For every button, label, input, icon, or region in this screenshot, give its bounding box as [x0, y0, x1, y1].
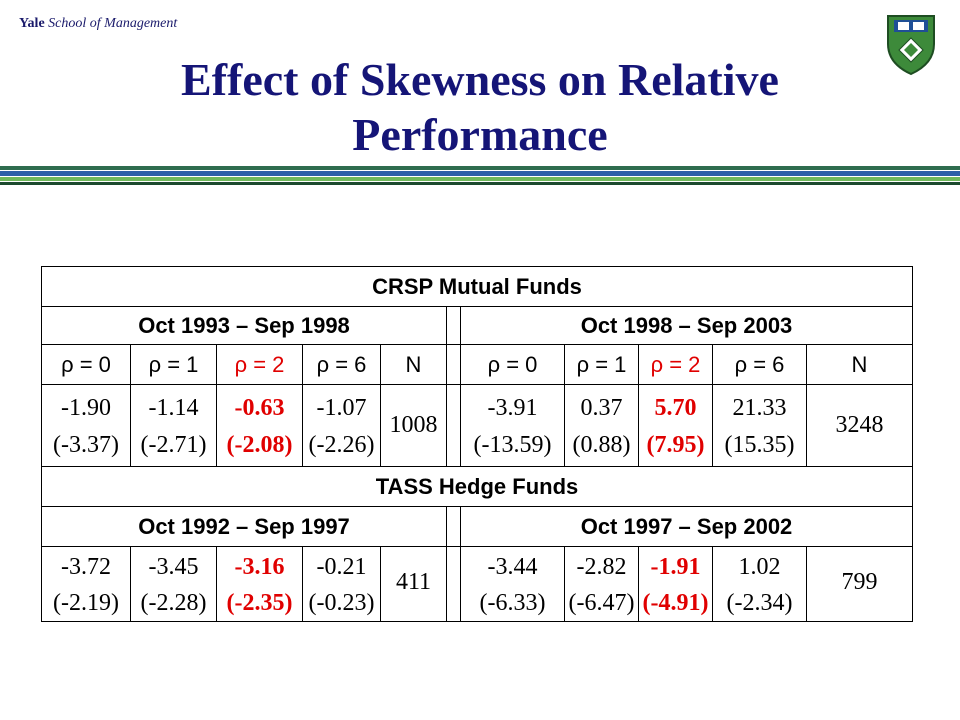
estimate-value-highlighted: -1.91	[650, 554, 701, 580]
title-divider-top	[0, 166, 960, 170]
period-label: Oct 1997 – Sep 2002	[580, 513, 793, 539]
t-statistic: (-2.34)	[726, 590, 793, 616]
t-statistic: (-0.23)	[308, 590, 375, 616]
estimate-value: -0.21	[316, 554, 367, 580]
column-header: ρ = 0	[61, 351, 111, 377]
estimate-value: 0.37	[580, 395, 623, 421]
fund-count: 3248	[835, 412, 884, 438]
row-divider	[41, 306, 913, 307]
estimate-value: -2.82	[576, 554, 627, 580]
column-header: ρ = 0	[487, 351, 538, 377]
brand-yale: Yale	[19, 16, 45, 31]
t-statistic: (-2.28)	[140, 590, 207, 616]
brand-school: School of Management	[48, 16, 178, 31]
column-divider	[564, 344, 565, 466]
column-divider	[216, 344, 217, 466]
column-header: N	[405, 351, 422, 377]
estimate-value: -1.07	[316, 395, 367, 421]
estimate-value: 1.02	[738, 554, 781, 580]
period-separator	[446, 506, 447, 622]
column-divider	[806, 344, 807, 466]
row-divider	[41, 466, 913, 467]
estimate-value: -3.44	[487, 554, 538, 580]
column-header: N	[851, 351, 868, 377]
column-divider	[130, 546, 131, 622]
column-divider	[712, 344, 713, 466]
column-divider	[130, 344, 131, 466]
section-title: CRSP Mutual Funds	[372, 273, 582, 299]
t-statistic: (-2.71)	[140, 432, 207, 458]
column-header: ρ = 2	[650, 351, 701, 377]
t-statistic-highlighted: (-2.35)	[226, 590, 293, 616]
fund-count: 411	[395, 569, 432, 595]
page-title: Effect of Skewness on Relative Performan…	[181, 54, 779, 160]
column-divider	[302, 546, 303, 622]
t-statistic: (-2.26)	[308, 432, 375, 458]
column-divider	[638, 344, 639, 466]
estimate-value: -1.14	[148, 395, 199, 421]
estimate-value: -3.91	[487, 395, 538, 421]
period-label: Oct 1993 – Sep 1998	[138, 312, 350, 338]
table-border-right	[912, 266, 913, 622]
fund-count: 799	[841, 569, 878, 595]
row-divider	[41, 546, 913, 547]
estimate-value: -3.72	[61, 554, 111, 580]
estimate-value-highlighted: -0.63	[234, 395, 285, 421]
t-statistic: (-13.59)	[473, 432, 552, 458]
t-statistic-highlighted: (-2.08)	[226, 432, 293, 458]
column-header: ρ = 1	[576, 351, 627, 377]
t-statistic-highlighted: (7.95)	[646, 432, 705, 458]
t-statistic: (-6.33)	[479, 590, 546, 616]
period-label: Oct 1992 – Sep 1997	[138, 513, 350, 539]
column-header: ρ = 6	[316, 351, 367, 377]
t-statistic: (-6.47)	[568, 590, 635, 616]
column-divider	[806, 546, 807, 622]
column-header: ρ = 2	[234, 351, 285, 377]
t-statistic-highlighted: (-4.91)	[642, 590, 709, 616]
t-statistic: (15.35)	[724, 432, 795, 458]
estimate-value: 21.33	[732, 395, 787, 421]
estimate-value: -1.90	[61, 395, 111, 421]
column-divider	[712, 546, 713, 622]
period-label: Oct 1998 – Sep 2003	[580, 312, 793, 338]
t-statistic: (0.88)	[572, 432, 631, 458]
table-border-left	[41, 266, 42, 622]
row-divider	[41, 384, 913, 385]
estimate-value: -3.45	[148, 554, 199, 580]
period-separator	[446, 306, 447, 466]
column-divider	[564, 546, 565, 622]
column-divider	[380, 344, 381, 466]
t-statistic: (-2.19)	[53, 590, 119, 616]
fund-count: 1008	[389, 412, 438, 438]
title-divider-blue	[0, 171, 960, 176]
yale-shield-icon	[887, 15, 935, 76]
column-divider	[302, 344, 303, 466]
title-divider-bottom	[0, 182, 960, 185]
period-separator	[460, 306, 461, 466]
column-header: ρ = 1	[148, 351, 199, 377]
school-brand: Yale School of Management	[19, 16, 177, 32]
estimate-value-highlighted: 5.70	[654, 395, 697, 421]
section-title: TASS Hedge Funds	[375, 473, 579, 499]
title-divider-green	[0, 177, 960, 181]
column-divider	[380, 546, 381, 622]
column-header: ρ = 6	[734, 351, 785, 377]
period-separator	[460, 506, 461, 622]
estimate-value-highlighted: -3.16	[234, 554, 285, 580]
column-divider	[638, 546, 639, 622]
table-border-top	[41, 266, 913, 267]
t-statistic: (-3.37)	[53, 432, 119, 458]
column-divider	[216, 546, 217, 622]
table-border-bottom	[41, 621, 913, 622]
row-divider	[41, 344, 913, 345]
row-divider	[41, 506, 913, 507]
